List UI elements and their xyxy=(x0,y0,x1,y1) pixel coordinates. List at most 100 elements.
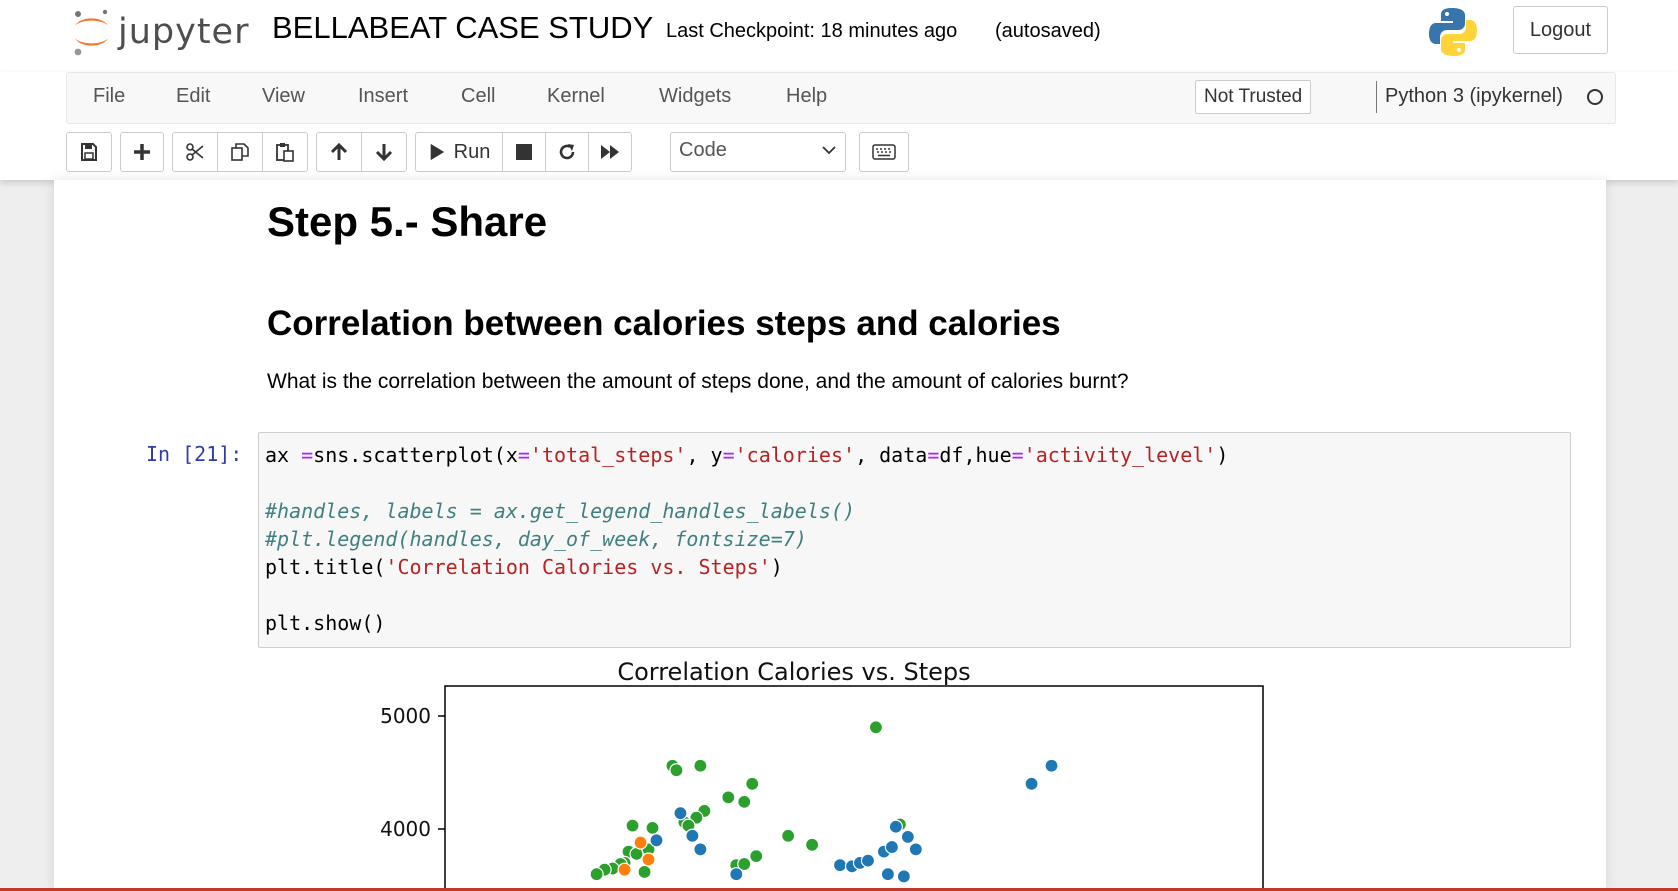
menu-help[interactable]: Help xyxy=(786,85,828,107)
plot-title: Correlation Calories vs. Steps xyxy=(617,658,971,686)
code-cell-input[interactable]: ax =sns.scatterplot(x='total_steps', y='… xyxy=(258,432,1571,648)
move-down-button[interactable] xyxy=(361,132,407,172)
code-line-3: #handles, labels = ax.get_legend_handles… xyxy=(265,499,856,523)
menu-view[interactable]: View xyxy=(262,85,305,107)
code-line-6 xyxy=(265,581,1564,609)
scatter-point xyxy=(721,790,736,805)
copy-icon xyxy=(231,143,249,161)
code-token: sns.scatterplot(x xyxy=(313,443,518,467)
code-token: plt.title( xyxy=(265,555,386,579)
save-icon xyxy=(81,143,97,161)
code-token: = xyxy=(517,443,530,467)
kernel-name[interactable]: Python 3 (ipykernel) xyxy=(1385,85,1563,107)
output-plot: Correlation Calories vs. Steps 4000 5000 xyxy=(304,658,1284,891)
save-button[interactable] xyxy=(66,132,112,172)
scissors-icon xyxy=(186,143,204,161)
code-line-4: #plt.legend(handles, day_of_week, fontsi… xyxy=(265,527,807,551)
restart-button[interactable] xyxy=(545,132,589,172)
code-token: 'calories' xyxy=(734,443,856,467)
arrow-down-icon xyxy=(375,144,393,162)
scatter-point xyxy=(884,839,900,855)
scatter-point xyxy=(637,864,652,880)
scatter-point xyxy=(685,828,700,843)
menu-file[interactable]: File xyxy=(93,85,126,107)
restart-icon xyxy=(559,144,575,160)
scatter-point xyxy=(669,763,684,778)
notebook-title[interactable]: BELLABEAT CASE STUDY xyxy=(272,10,654,45)
copy-button[interactable] xyxy=(217,132,263,172)
menu-widgets[interactable]: Widgets xyxy=(659,85,732,107)
command-palette-button[interactable] xyxy=(859,132,909,172)
code-token: = xyxy=(927,443,940,467)
code-token: = xyxy=(722,443,735,467)
autosave-status: (autosaved) xyxy=(995,20,1101,42)
cell-prompt: In [21]: xyxy=(146,442,243,466)
notebook-container: Step 5.- Share Correlation between calor… xyxy=(54,180,1606,891)
scatter-point xyxy=(781,828,796,843)
scatter-point xyxy=(737,856,752,872)
scatter-point xyxy=(625,818,640,833)
scatter-point xyxy=(805,837,820,852)
run-button[interactable]: Run xyxy=(415,132,503,172)
scatter-point xyxy=(737,794,752,809)
jupyter-logo[interactable]: jupyter xyxy=(72,8,250,58)
trusted-indicator[interactable]: Not Trusted xyxy=(1195,80,1312,114)
menu-kernel[interactable]: Kernel xyxy=(547,85,605,107)
scatter-point xyxy=(729,867,744,882)
paste-button[interactable] xyxy=(262,132,308,172)
chevron-down-icon xyxy=(822,146,836,155)
scatter-point xyxy=(645,820,660,835)
scatter-point xyxy=(649,833,664,848)
arrow-up-icon xyxy=(330,142,348,160)
code-token: ax xyxy=(265,443,302,467)
logo-text: jupyter xyxy=(118,12,250,52)
header: jupyter BELLABEAT CASE STUDY Last Checkp… xyxy=(0,0,1678,72)
code-token: df,hue xyxy=(939,443,1012,467)
y-axis: 4000 5000 xyxy=(380,704,445,841)
scatter-point xyxy=(880,867,896,882)
code-line-2 xyxy=(265,469,1564,497)
menu-insert[interactable]: Insert xyxy=(358,85,409,107)
code-line-7: plt.show() xyxy=(265,611,386,635)
code-token: ) xyxy=(770,555,783,579)
scatter-point xyxy=(745,776,760,791)
cut-button[interactable] xyxy=(172,132,218,172)
scatter-point xyxy=(1044,758,1059,773)
move-up-button[interactable] xyxy=(316,132,362,172)
code-token: = xyxy=(1011,443,1024,467)
heading-step5: Step 5.- Share xyxy=(267,198,548,245)
python-logo-icon xyxy=(1429,8,1477,56)
code-token: , data xyxy=(855,443,928,467)
kernel-status-icon xyxy=(1587,89,1603,105)
heading-correlation: Correlation between calories steps and c… xyxy=(267,304,1061,343)
restart-run-all-button[interactable] xyxy=(588,132,632,172)
scatter-point xyxy=(900,829,915,845)
play-icon xyxy=(430,143,444,161)
y-tick-label: 4000 xyxy=(380,817,431,841)
scatter-point xyxy=(896,869,911,884)
code-line-5: plt.title('Correlation Calories vs. Step… xyxy=(265,553,1564,581)
code-token: 'activity_level' xyxy=(1023,443,1217,467)
scatter-point xyxy=(641,852,656,867)
checkpoint-status: Last Checkpoint: 18 minutes ago xyxy=(666,20,958,42)
keyboard-icon xyxy=(872,144,896,160)
logout-button[interactable]: Logout xyxy=(1513,6,1608,54)
scatter-point xyxy=(908,842,923,857)
menu-cell[interactable]: Cell xyxy=(461,85,496,107)
code-token: 'total_steps' xyxy=(529,443,687,467)
code-token: ) xyxy=(1216,443,1229,467)
code-line-1: ax =sns.scatterplot(x='total_steps', y='… xyxy=(265,441,1564,469)
scatter-points xyxy=(589,720,1059,884)
menubar-container: File Edit View Insert Cell Kernel Widget… xyxy=(0,72,1678,180)
scatter-point xyxy=(860,853,876,868)
cell-type-select[interactable]: Code xyxy=(670,132,846,172)
scatter-point xyxy=(832,858,848,873)
interrupt-button[interactable] xyxy=(502,132,546,172)
menu-edit[interactable]: Edit xyxy=(176,85,211,107)
insert-cell-button[interactable] xyxy=(120,132,164,172)
stop-icon xyxy=(516,144,532,160)
code-token: 'Correlation Calories vs. Steps' xyxy=(385,555,771,579)
scatter-point xyxy=(868,720,884,735)
plot-axes-frame xyxy=(444,685,1264,891)
menubar: File Edit View Insert Cell Kernel Widget… xyxy=(66,72,1616,124)
